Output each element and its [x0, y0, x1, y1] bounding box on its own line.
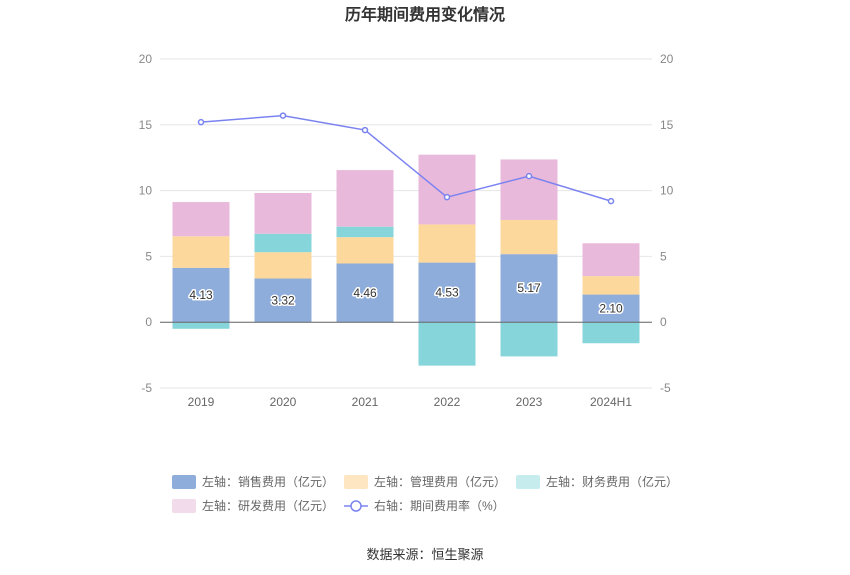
- line-point: [443, 193, 451, 201]
- line-series: [197, 112, 615, 205]
- bar: [582, 276, 640, 295]
- x-tick-label: 2023: [516, 395, 543, 409]
- bar: [418, 154, 476, 225]
- x-axis: 2019 2020 2021 2022 2023 2024H1: [188, 395, 633, 409]
- bar: [254, 192, 312, 234]
- right-tick-label: 15: [660, 118, 674, 132]
- right-tick-label: 20: [660, 52, 674, 66]
- left-axis: 20 15 10 5 0 -5: [139, 52, 153, 395]
- right-tick-label: -5: [660, 381, 671, 395]
- bar-value-label: 5.17: [517, 281, 541, 295]
- chart-title: 历年期间费用变化情况: [345, 5, 505, 24]
- data-labels: 4.13 3.32 4.46 4.53 5.17 2.10: [188, 280, 625, 317]
- gridlines: [160, 58, 652, 389]
- bar: [172, 202, 230, 237]
- legend-swatch: [172, 499, 196, 513]
- bar: [254, 252, 312, 279]
- legend-swatch: [172, 475, 196, 489]
- bar: [336, 237, 394, 264]
- left-tick-label: -5: [141, 381, 152, 395]
- legend-label: 左轴：管理费用（亿元）: [374, 474, 506, 489]
- right-axis: 20 15 10 5 0 -5: [660, 52, 674, 395]
- source-note: 数据来源：恒生聚源: [366, 547, 483, 562]
- legend-swatch: [344, 475, 368, 489]
- bar: [418, 262, 476, 323]
- left-tick-label: 15: [139, 118, 153, 132]
- legend-label: 左轴：研发费用（亿元）: [202, 498, 334, 513]
- x-tick-label: 2024H1: [590, 395, 632, 409]
- legend-swatch: [516, 475, 540, 489]
- legend-label: 左轴：销售费用（亿元）: [202, 474, 334, 489]
- line-path: [200, 114, 612, 202]
- line-point: [197, 118, 205, 126]
- bar-series: [172, 154, 640, 366]
- x-tick-label: 2022: [434, 395, 461, 409]
- bar: [500, 219, 558, 255]
- right-tick-label: 5: [660, 249, 667, 263]
- left-tick-label: 5: [145, 249, 152, 263]
- line-point: [525, 172, 533, 180]
- bar: [172, 236, 230, 268]
- left-tick-label: 10: [139, 184, 153, 198]
- bar: [500, 254, 558, 323]
- bar-value-label: 3.32: [271, 293, 295, 307]
- bar: [582, 322, 640, 344]
- line-point: [607, 197, 615, 205]
- legend: 左轴：销售费用（亿元） 左轴：管理费用（亿元） 左轴：财务费用（亿元） 左轴：研发费用…: [172, 474, 678, 513]
- bar: [172, 322, 230, 329]
- line-point: [279, 112, 287, 119]
- left-tick-label: 0: [145, 315, 152, 329]
- right-tick-label: 0: [660, 315, 667, 329]
- bar-value-label: 4.53: [435, 285, 459, 299]
- bar: [418, 224, 476, 263]
- x-tick-label: 2020: [270, 395, 297, 409]
- right-tick-label: 10: [660, 184, 674, 198]
- bar-value-label: 4.13: [189, 288, 213, 302]
- bar: [336, 170, 394, 227]
- bar-value-label: 2.10: [599, 301, 623, 315]
- legend-label: 右轴：期间费用率（%）: [374, 498, 505, 513]
- legend-label: 左轴：财务费用（亿元）: [546, 474, 678, 489]
- bar: [336, 263, 394, 323]
- bar-value-label: 4.46: [353, 286, 377, 300]
- x-tick-label: 2019: [188, 395, 215, 409]
- bar: [336, 226, 394, 238]
- line-point: [361, 126, 369, 134]
- bar: [254, 233, 312, 253]
- legend-marker: [350, 500, 362, 512]
- bar: [418, 322, 476, 366]
- x-tick-label: 2021: [352, 395, 379, 409]
- bar: [500, 322, 558, 357]
- left-tick-label: 20: [139, 52, 153, 66]
- bar: [500, 159, 558, 220]
- bar: [172, 267, 230, 323]
- bar: [582, 243, 640, 277]
- bar: [582, 294, 640, 323]
- bar: [254, 278, 312, 323]
